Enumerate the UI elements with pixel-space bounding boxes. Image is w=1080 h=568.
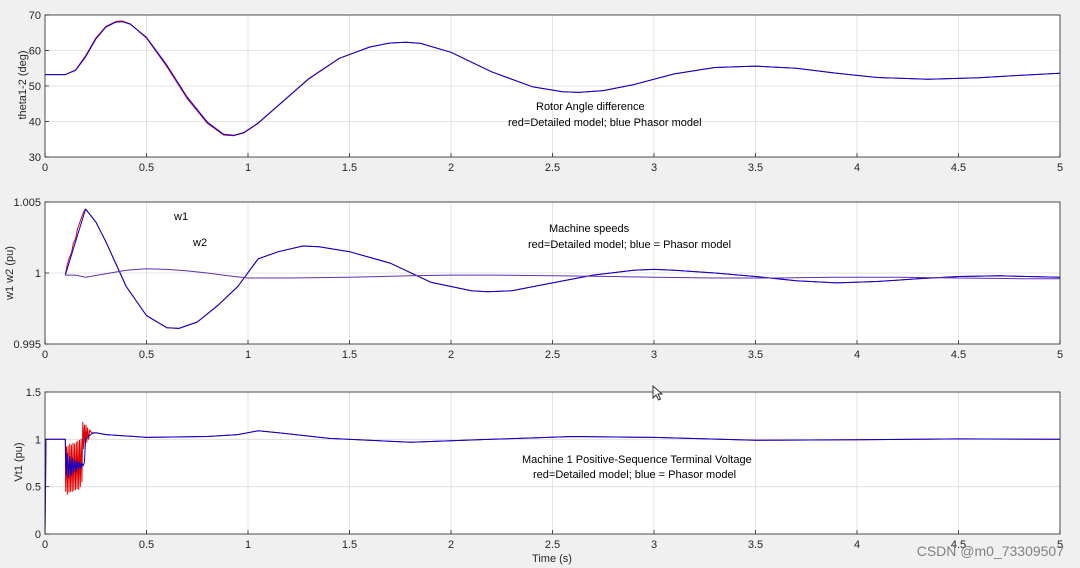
mouse-pointer-icon bbox=[652, 385, 664, 401]
x-tick-label: 2.5 bbox=[545, 349, 560, 361]
x-tick-label: 3.5 bbox=[748, 349, 763, 361]
y-tick-label: 40 bbox=[29, 117, 41, 129]
x-tick-label: 0.5 bbox=[139, 162, 154, 174]
x-tick-label: 1.5 bbox=[342, 349, 357, 361]
x-tick-label: 3 bbox=[651, 539, 657, 551]
series-line-machine-speeds-2 bbox=[65, 268, 1060, 280]
series-line-machine-speeds-1 bbox=[64, 208, 1061, 329]
x-tick-label: 2.5 bbox=[545, 539, 560, 551]
x-tick-label: 2 bbox=[448, 539, 454, 551]
annotation-terminal-voltage-legend: red=Detailed model; blue = Phasor model bbox=[533, 469, 736, 481]
x-axis-label-time: Time (s) bbox=[532, 553, 572, 565]
x-tick-label: 0 bbox=[42, 539, 48, 551]
rotor-angle-subplot: 0 0.5 1 1.5 2 2.5 3 3.5 4 4.5 5 30 40 50 60 70 bbox=[29, 10, 1063, 174]
x-tick-label: 2 bbox=[448, 162, 454, 174]
y-tick-label: 1.005 bbox=[13, 197, 41, 209]
y-tick-label: 1.5 bbox=[26, 387, 41, 399]
y-tick-label: 30 bbox=[29, 152, 41, 164]
y-tick-label: 0.5 bbox=[26, 482, 41, 494]
x-tick-label: 1 bbox=[245, 539, 251, 551]
watermark-text: CSDN @m0_73309507 bbox=[916, 543, 1064, 559]
annotation-w1: w1 bbox=[173, 211, 188, 223]
x-tick-label: 0.5 bbox=[139, 349, 154, 361]
x-tick-label: 2 bbox=[448, 349, 454, 361]
y-tick-label: 1 bbox=[35, 434, 41, 446]
y-tick-label: 70 bbox=[29, 10, 41, 22]
x-tick-label: 2.5 bbox=[545, 162, 560, 174]
y-axis-label-rotor-angle: theta1-2 (deg) bbox=[17, 50, 29, 119]
y-tick-label: 0.995 bbox=[13, 339, 41, 351]
series-line-terminal-voltage-1 bbox=[44, 430, 1061, 535]
y-tick-label: 0 bbox=[35, 529, 41, 541]
x-tick-label: 4 bbox=[854, 162, 860, 174]
x-tick-label: 0.5 bbox=[139, 539, 154, 551]
series-line-rotor-angle-1 bbox=[45, 21, 1061, 136]
terminal-voltage-subplot: 0 0.5 1 1.5 2 2.5 3 3.5 4 4.5 5 0 0.5 1 1.5 bbox=[26, 387, 1063, 551]
x-tick-label: 5 bbox=[1057, 539, 1063, 551]
x-tick-label: 0 bbox=[42, 162, 48, 174]
x-tick-label: 4.5 bbox=[951, 162, 966, 174]
x-tick-label: 4 bbox=[854, 349, 860, 361]
x-tick-label: 3 bbox=[651, 162, 657, 174]
x-tick-label: 1 bbox=[245, 162, 251, 174]
annotation-rotor-angle-title: Rotor Angle difference bbox=[536, 101, 645, 113]
x-tick-label: 5 bbox=[1057, 162, 1063, 174]
x-tick-label: 3.5 bbox=[748, 539, 763, 551]
x-tick-label: 1.5 bbox=[342, 539, 357, 551]
annotation-w2: w2 bbox=[192, 237, 207, 249]
y-axis-label-machine-speeds: w1 w2 (pu) bbox=[4, 246, 16, 301]
x-tick-label: 1 bbox=[245, 349, 251, 361]
x-tick-label: 5 bbox=[1057, 349, 1063, 361]
machine-speeds-subplot: 0 0.5 1 1.5 2 2.5 3 3.5 4 4.5 5 0.995 1 1.005 bbox=[13, 197, 1063, 361]
x-tick-label: 4.5 bbox=[951, 349, 966, 361]
annotation-machine-speeds-title: Machine speeds bbox=[549, 223, 630, 235]
annotation-rotor-angle-legend: red=Detailed model; blue Phasor model bbox=[508, 117, 702, 129]
y-tick-label: 50 bbox=[29, 81, 41, 93]
x-tick-label: 4 bbox=[854, 539, 860, 551]
x-tick-label: 3 bbox=[651, 349, 657, 361]
y-tick-label: 60 bbox=[29, 46, 41, 58]
x-tick-label: 0 bbox=[42, 349, 48, 361]
x-tick-label: 1.5 bbox=[342, 162, 357, 174]
annotation-terminal-voltage-title: Machine 1 Positive-Sequence Terminal Vol… bbox=[522, 454, 752, 466]
annotation-machine-speeds-legend: red=Detailed model; blue = Phasor model bbox=[528, 239, 731, 251]
x-tick-label: 4.5 bbox=[951, 539, 966, 551]
x-tick-label: 3.5 bbox=[748, 162, 763, 174]
y-axis-label-terminal-voltage: Vt1 (pu) bbox=[13, 442, 25, 481]
y-tick-label: 1 bbox=[35, 268, 41, 280]
